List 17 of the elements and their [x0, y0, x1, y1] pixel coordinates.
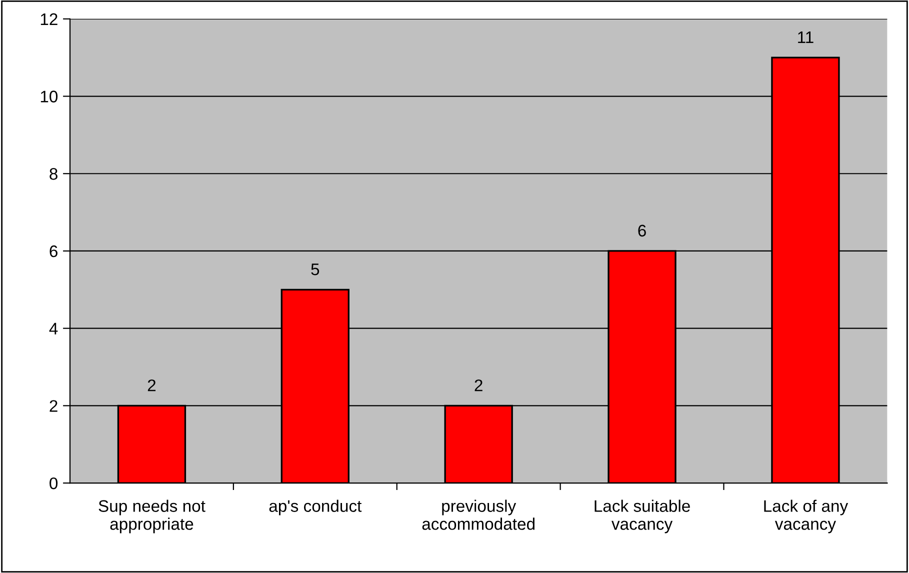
y-tick-label: 0 — [50, 477, 58, 490]
y-tick-label: 6 — [50, 245, 58, 258]
x-tick-label: ap's conduct — [269, 500, 362, 516]
data-label: 5 — [311, 264, 320, 276]
data-label: 2 — [148, 379, 156, 392]
y-tick-label: 4 — [49, 322, 58, 334]
y-tick-label: 12 — [40, 13, 58, 25]
x-tick-label: Lack suitable vacancy — [594, 500, 690, 534]
x-tick-label: Lack of any vacancy — [764, 500, 848, 534]
y-tick-label: 2 — [50, 400, 58, 412]
data-label: 6 — [638, 224, 646, 237]
y-tick-label: 10 — [40, 90, 58, 102]
y-tick-label: 8 — [50, 168, 58, 180]
data-label: 2 — [474, 379, 482, 392]
data-label: 11 — [798, 32, 814, 44]
x-tick-label: previously accommodated — [422, 500, 534, 530]
x-tick-label: Sup needs not appropriate — [98, 500, 206, 534]
